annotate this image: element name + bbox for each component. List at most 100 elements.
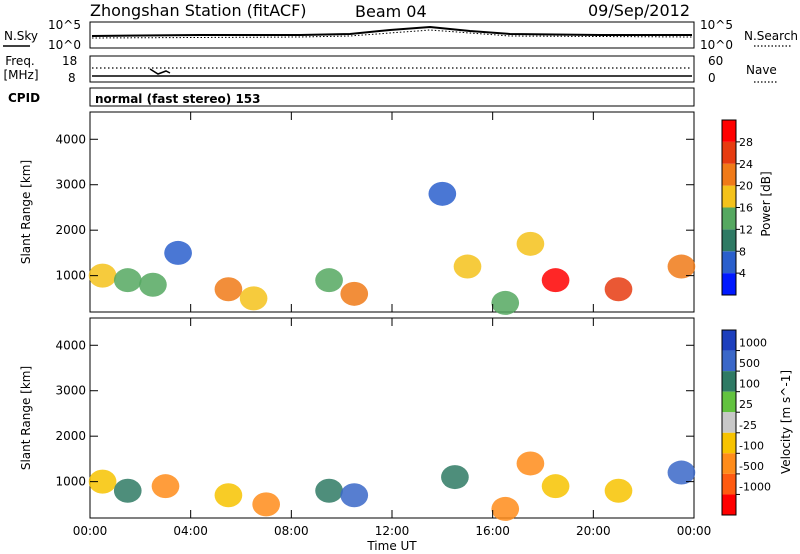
velocity-patch bbox=[340, 483, 369, 508]
velocity-colorbar-title: Velocity [m s^-1] bbox=[779, 370, 793, 474]
power-colorbar-tick-label: 16 bbox=[739, 202, 753, 215]
x-tick-label: 20:00 bbox=[576, 524, 611, 538]
velocity-patch bbox=[667, 460, 696, 485]
velocity-colorbar-tick-label: 500 bbox=[739, 357, 760, 370]
velocity-marks bbox=[88, 451, 696, 521]
y-tick-label: 1000 bbox=[55, 475, 86, 489]
power-colorbar-tick-label: 12 bbox=[739, 223, 753, 236]
power-patch bbox=[214, 277, 243, 302]
power-colorbar-segment bbox=[722, 141, 736, 164]
noise-left-label: N.Sky bbox=[4, 29, 38, 43]
power-patch bbox=[453, 254, 482, 279]
velocity-patch bbox=[516, 451, 545, 476]
power-marks bbox=[88, 181, 696, 315]
x-tick-labels: 00:00 04:00 08:00 12:00 16:00 20:00 00:00 bbox=[73, 524, 712, 538]
y-tick-label: 3000 bbox=[55, 178, 86, 192]
velocity-patch bbox=[151, 474, 180, 499]
noise-search-trace bbox=[91, 29, 693, 39]
power-colorbar-segment bbox=[722, 273, 736, 295]
x-tick-label: 00:00 bbox=[73, 524, 108, 538]
velocity-patch bbox=[441, 465, 469, 490]
nave-label: Nave bbox=[746, 63, 777, 77]
power-patch bbox=[315, 268, 343, 293]
velocity-colorbar-segment bbox=[722, 412, 736, 433]
velocity-colorbar-tick-label: 1000 bbox=[739, 337, 767, 350]
freq-left-tick-top: 18 bbox=[62, 54, 77, 68]
power-colorbar: 28 24 20 16 12 8 4 bbox=[721, 119, 753, 296]
x-tick-label: 04:00 bbox=[173, 524, 208, 538]
y-tick-label: 2000 bbox=[55, 223, 86, 237]
station-title: Zhongshan Station (fitACF) bbox=[90, 1, 307, 20]
velocity-patch bbox=[315, 478, 343, 503]
cpid-text: normal (fast stereo) 153 bbox=[95, 92, 261, 106]
y-tick-label: 4000 bbox=[55, 132, 86, 146]
x-axis-label: Time UT bbox=[366, 539, 417, 553]
noise-left-tick-bottom: 10^0 bbox=[48, 38, 81, 52]
velocity-patch bbox=[604, 478, 633, 503]
freq-label-line2: [MHz] bbox=[3, 68, 38, 82]
power-colorbar-tick-label: 8 bbox=[739, 245, 746, 258]
velocity-colorbar-segment bbox=[722, 494, 736, 515]
power-patch bbox=[428, 181, 457, 206]
noise-right-label: N.Search bbox=[744, 29, 798, 43]
freq-panel-frame bbox=[89, 55, 695, 83]
x-tick-label: 16:00 bbox=[475, 524, 510, 538]
power-patch bbox=[164, 240, 192, 265]
velocity-colorbar-segment bbox=[722, 473, 736, 495]
velocity-colorbar-segment bbox=[722, 371, 736, 392]
velocity-colorbar-tick-label: -100 bbox=[739, 439, 764, 452]
power-panel-frame bbox=[89, 111, 695, 313]
freq-right-tick-top: 60 bbox=[708, 54, 723, 68]
velocity-colorbar-segment bbox=[722, 350, 736, 372]
velocity-patch bbox=[214, 483, 243, 508]
cpid-frame bbox=[89, 87, 695, 107]
velocity-colorbar-frame bbox=[721, 329, 737, 516]
beam-title: Beam 04 bbox=[355, 2, 427, 21]
noise-panel-frame bbox=[89, 21, 695, 49]
power-patch bbox=[516, 231, 545, 256]
power-panel: 4000 3000 2000 1000 bbox=[55, 111, 696, 315]
power-patch bbox=[604, 277, 633, 302]
velocity-colorbar-segment bbox=[722, 453, 736, 474]
date-title: 09/Sep/2012 bbox=[588, 1, 690, 20]
velocity-colorbar-segment bbox=[722, 432, 736, 454]
power-patch bbox=[491, 290, 520, 315]
power-colorbar-segment bbox=[722, 207, 736, 230]
power-patch bbox=[88, 263, 117, 288]
x-tick-label: 12:00 bbox=[375, 524, 410, 538]
power-colorbar-tick-label: 4 bbox=[739, 267, 746, 280]
velocity-colorbar-tick-label: 100 bbox=[739, 378, 760, 391]
y-tick-label: 3000 bbox=[55, 384, 86, 398]
power-ylabel: Slant Range [km] bbox=[19, 160, 33, 264]
freq-label-line1: Freq. bbox=[5, 54, 35, 68]
velocity-patch bbox=[88, 469, 117, 494]
velocity-patch bbox=[491, 496, 520, 521]
noise-right-tick-bottom: 10^0 bbox=[700, 38, 733, 52]
freq-left-tick-bottom: 8 bbox=[68, 71, 76, 85]
freq-trace-blip bbox=[149, 68, 171, 75]
velocity-patch bbox=[113, 478, 142, 503]
power-colorbar-tick-label: 20 bbox=[739, 180, 753, 193]
y-tick-label: 4000 bbox=[55, 338, 86, 352]
freq-right-tick-bottom: 0 bbox=[708, 71, 716, 85]
noise-sky-trace bbox=[91, 25, 692, 37]
power-patch bbox=[113, 268, 142, 293]
power-colorbar-segment bbox=[722, 229, 736, 252]
power-colorbar-segment bbox=[722, 120, 736, 142]
cpid-label: CPID bbox=[8, 91, 40, 105]
velocity-colorbar-tick-label: 25 bbox=[739, 398, 753, 411]
velocity-ylabel: Slant Range [km] bbox=[19, 366, 33, 470]
power-patch bbox=[541, 268, 570, 293]
power-colorbar-segment bbox=[722, 185, 736, 208]
velocity-patch bbox=[252, 492, 281, 517]
power-ticks: 4000 3000 2000 1000 bbox=[55, 112, 695, 312]
power-colorbar-segment bbox=[722, 163, 736, 186]
velocity-panel-frame bbox=[89, 317, 695, 519]
velocity-colorbar-tick-label: -1000 bbox=[739, 480, 771, 493]
velocity-panel: 4000 3000 2000 1000 bbox=[55, 317, 696, 521]
power-colorbar-tick-label: 28 bbox=[739, 136, 753, 149]
power-patch bbox=[139, 272, 167, 297]
power-patch bbox=[667, 254, 696, 279]
velocity-ticks: 4000 3000 2000 1000 bbox=[55, 318, 695, 518]
